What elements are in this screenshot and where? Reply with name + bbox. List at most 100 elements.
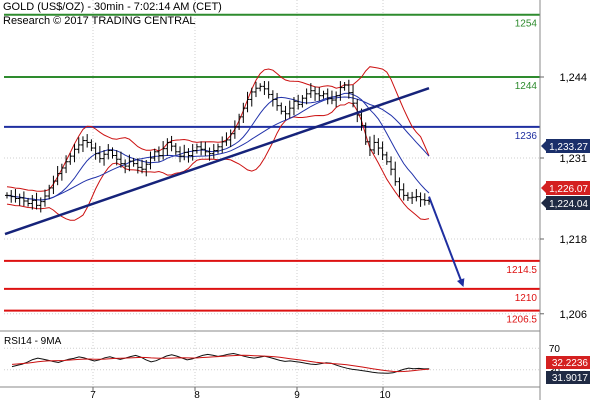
ohlc-bar: [300, 95, 305, 108]
ohlc-bar: [283, 105, 288, 120]
ohlc-bar: [270, 90, 275, 107]
ohlc-bar: [190, 144, 195, 161]
ohlc-bar: [237, 113, 242, 130]
ohlc-bar: [140, 159, 145, 174]
ohlc-bar: [245, 91, 250, 113]
time-tick-label: 10: [379, 390, 391, 400]
ohlc-bar: [393, 161, 398, 186]
trendline: [4, 87, 430, 236]
current-price-value-box-text: 1,224.04: [549, 199, 588, 210]
ohlc-bar: [102, 150, 107, 166]
ohlc-bar: [89, 139, 94, 152]
ohlc-bar: [13, 189, 18, 203]
ohlc-bar: [321, 90, 326, 99]
ohlc-bar: [55, 165, 60, 186]
rsi-ma-value-box-bg: [546, 356, 590, 369]
ohlc-bar: [253, 81, 258, 98]
upper-band-value-box-text: 1,226.07: [549, 184, 588, 195]
ohlc-bar: [161, 141, 166, 160]
ohlc-bar: [194, 143, 199, 154]
ohlc-bar: [389, 156, 394, 176]
level-label-1210: 1210: [515, 293, 538, 304]
ohlc-bar: [232, 120, 237, 139]
rsi-value-box: 31.9017: [546, 371, 590, 384]
ohlc-bar: [397, 177, 402, 197]
ohlc-bar: [367, 136, 372, 157]
ohlc-bar: [279, 102, 284, 115]
ohlc-bar: [131, 158, 136, 167]
ohlc-bar: [5, 192, 9, 199]
ohlc-bar: [182, 144, 187, 161]
ohlc-bar: [414, 189, 419, 202]
ohlc-bar: [380, 141, 385, 160]
ohlc-bar: [165, 138, 170, 156]
ohlc-bar: [106, 144, 111, 160]
ohlc-bar: [258, 83, 263, 92]
ohlc-bar: [123, 159, 128, 174]
ohlc-bar: [17, 193, 22, 206]
ohlc-bar: [47, 184, 52, 200]
ohlc-bar: [313, 86, 318, 101]
ohlc-bar: [296, 94, 301, 110]
ohlc-bar: [228, 129, 233, 148]
upper-band-value-box-pointer: [541, 183, 546, 193]
ohlc-bar: [156, 146, 161, 162]
price-tick-label: 1,244: [559, 72, 587, 84]
upper-band-value-box: 1,226.07: [541, 181, 590, 195]
ohlc-bar: [72, 143, 77, 163]
rsi-ma-line: [11, 354, 430, 373]
ohlc-bar: [266, 81, 271, 99]
rsi-ma-value-box: 32.2236: [546, 356, 590, 369]
ohlc-bar: [9, 190, 14, 203]
ohlc-bar: [30, 195, 35, 210]
ohlc-bar: [291, 97, 296, 116]
indicator-layer: [6, 66, 430, 221]
ohlc-bar: [148, 151, 153, 170]
upper-band-value-box-bg: [546, 181, 590, 195]
grid-layer: [4, 0, 540, 386]
ohlc-bar: [351, 84, 356, 108]
ohlc-bar: [34, 192, 39, 210]
moving-average-slow: [6, 96, 430, 201]
ohlc-bar: [422, 193, 427, 206]
ohlc-bar: [355, 98, 360, 123]
ohlc-bar: [42, 189, 47, 207]
levels-layer: 1254 1244 1236 1214.5 1210 1206.5: [4, 13, 540, 326]
ohlc-bar: [85, 134, 90, 148]
bollinger-upper-band: [6, 66, 430, 192]
time-tick-label: 7: [90, 390, 96, 400]
instrument-title: GOLD (US$/OZ) - 30min - 7:02:14 AM (CET): [3, 1, 222, 13]
time-tick-label: 8: [194, 390, 200, 400]
ohlc-bar: [114, 150, 119, 166]
price-tick-label: 1,231: [559, 153, 587, 165]
ohlc-bar: [93, 142, 98, 160]
ohlc-bar: [127, 154, 132, 172]
ohlc-bar: [211, 144, 216, 159]
ohlc-bar: [346, 79, 351, 99]
price-tick-label: 1,206: [559, 309, 587, 321]
rsi-title: RSI14 - 9MA: [4, 336, 62, 347]
ohlc-bar: [384, 151, 389, 165]
copyright-text: Research © 2017 TRADING CENTRAL: [3, 15, 196, 27]
level-label-1254: 1254: [515, 19, 538, 30]
ohlc-bar: [329, 90, 334, 105]
ohlc-bar: [325, 88, 330, 105]
ohlc-bar: [110, 147, 115, 159]
ohlc-bar: [216, 143, 220, 154]
price-layer: [5, 79, 431, 213]
rsi-layer: RSI14 - 9MA7030: [4, 336, 560, 377]
ohlc-bar: [410, 191, 415, 204]
ohlc-bar: [51, 175, 56, 195]
current-price-value-box-bg: [546, 196, 590, 210]
ohlc-bar: [249, 87, 254, 107]
ohlc-bar: [68, 153, 73, 165]
level-label-1244: 1244: [515, 81, 538, 92]
ohlc-bar: [173, 143, 178, 155]
ohlc-bar: [363, 122, 368, 145]
ohlc-bar: [118, 151, 123, 168]
ohlc-bar: [220, 136, 225, 153]
moving-average-value-box-bg: [546, 139, 590, 153]
ohlc-bar: [287, 100, 292, 118]
